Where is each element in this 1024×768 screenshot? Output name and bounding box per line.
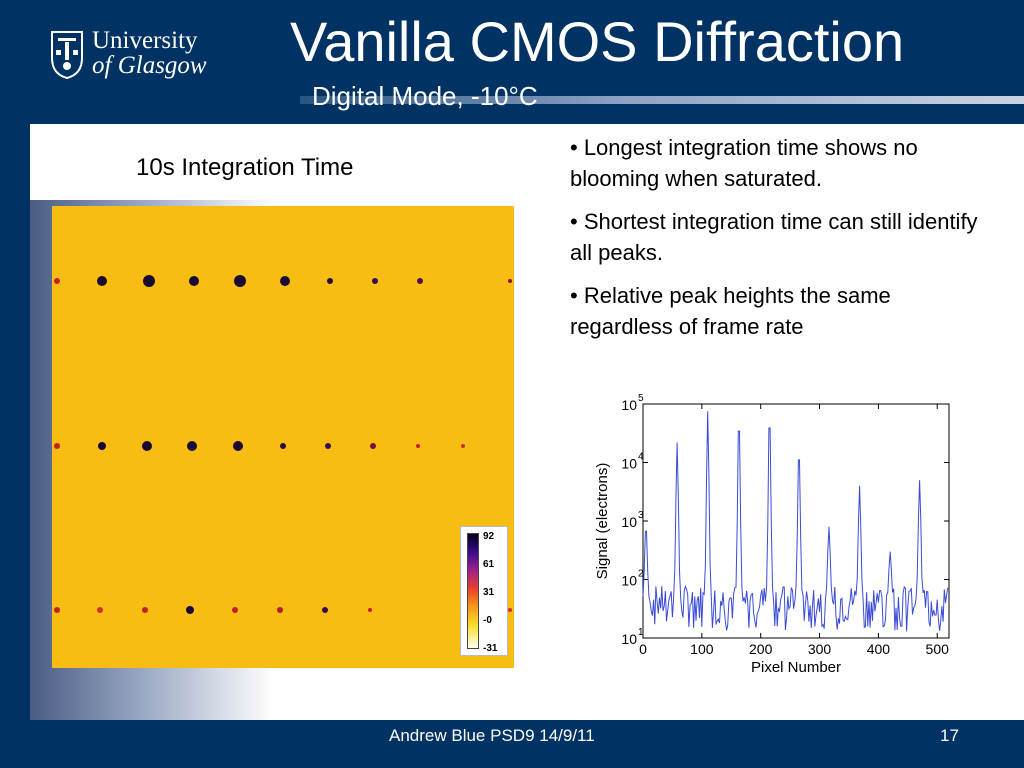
colorbar-tick: -31	[483, 643, 498, 654]
diffraction-spot	[54, 443, 60, 449]
diffraction-spot	[97, 276, 107, 286]
diffraction-spot	[416, 444, 420, 448]
colorbar-tick: -0	[483, 615, 492, 626]
diffraction-spot	[508, 279, 512, 283]
logo-line-2: of Glasgow	[92, 52, 207, 79]
diffraction-spot	[280, 276, 290, 286]
y-tick-exponent: 3	[638, 510, 644, 521]
signal-line	[642, 411, 949, 632]
x-tick-label: 300	[808, 641, 832, 657]
bullet-item: • Longest integration time shows no bloo…	[570, 135, 918, 191]
x-tick-label: 200	[749, 641, 773, 657]
diffraction-spot	[322, 607, 328, 613]
bullet-item: • Relative peak heights the same regardl…	[570, 283, 891, 339]
diffraction-spot	[142, 607, 148, 613]
diffraction-spot	[277, 607, 283, 613]
diffraction-spot	[54, 278, 60, 284]
diffraction-spot	[142, 441, 152, 451]
content-panel: 10s Integration Time 92 61 31 -0 -31 • L…	[30, 124, 1024, 720]
diffraction-image	[52, 206, 514, 668]
diffraction-spot	[368, 608, 372, 612]
diffraction-spot	[186, 606, 194, 614]
diffraction-spot	[325, 443, 331, 449]
y-tick-label: 10	[621, 631, 637, 647]
diffraction-spot	[461, 444, 465, 448]
y-tick-label: 10	[621, 573, 637, 589]
bullet-item: • Shortest integration time can still id…	[570, 209, 978, 265]
colorbar-tick: 92	[483, 531, 495, 542]
colorbar-tick: 61	[483, 559, 495, 570]
x-tick-label: 100	[690, 641, 714, 657]
image-label: 10s Integration Time	[136, 154, 354, 181]
slide-title: Vanilla CMOS Diffraction	[290, 10, 905, 73]
crest-icon	[51, 31, 83, 80]
diffraction-spot	[97, 607, 103, 613]
y-tick-label: 10	[621, 456, 637, 472]
diffraction-spot	[143, 275, 155, 287]
subtitle-bar	[300, 96, 1024, 104]
diffraction-spot	[417, 278, 423, 284]
diffraction-spot	[234, 275, 246, 287]
slide-subtitle: Digital Mode, -10°C	[312, 81, 538, 111]
y-tick-exponent: 4	[638, 452, 644, 463]
diffraction-spot	[508, 608, 512, 612]
y-tick-label: 10	[621, 397, 637, 413]
x-tick-label: 400	[867, 641, 891, 657]
colorbar: 92 61 31 -0 -31	[460, 526, 508, 656]
logo-line-1: University	[92, 27, 198, 54]
y-tick-exponent: 1	[638, 627, 644, 638]
x-tick-label: 0	[639, 641, 647, 657]
y-tick-exponent: 5	[638, 394, 644, 404]
diffraction-spot	[189, 276, 199, 286]
diffraction-spot	[233, 441, 243, 451]
colorbar-gradient	[467, 533, 479, 649]
diffraction-spot	[232, 607, 238, 613]
diffraction-spot	[98, 442, 106, 450]
bullet-list: • Longest integration time shows no bloo…	[570, 132, 990, 354]
diffraction-spot	[187, 441, 197, 451]
footer-author: Andrew Blue PSD9 14/9/11	[389, 726, 595, 745]
colorbar-tick: 31	[483, 587, 495, 598]
y-tick-label: 10	[621, 514, 637, 530]
page-number: 17	[940, 726, 959, 745]
diffraction-spot	[327, 278, 333, 284]
diffraction-spot	[370, 443, 376, 449]
y-axis-label: Signal (electrons)	[594, 463, 611, 580]
diffraction-spot	[280, 443, 286, 449]
logo-wordmark: University of Glasgow	[92, 28, 207, 78]
x-axis-label: Pixel Number	[751, 659, 841, 676]
university-logo: University of Glasgow	[50, 28, 230, 84]
diffraction-spot	[372, 278, 378, 284]
y-tick-exponent: 2	[638, 569, 644, 580]
x-tick-label: 500	[926, 641, 950, 657]
diffraction-spot	[54, 607, 60, 613]
